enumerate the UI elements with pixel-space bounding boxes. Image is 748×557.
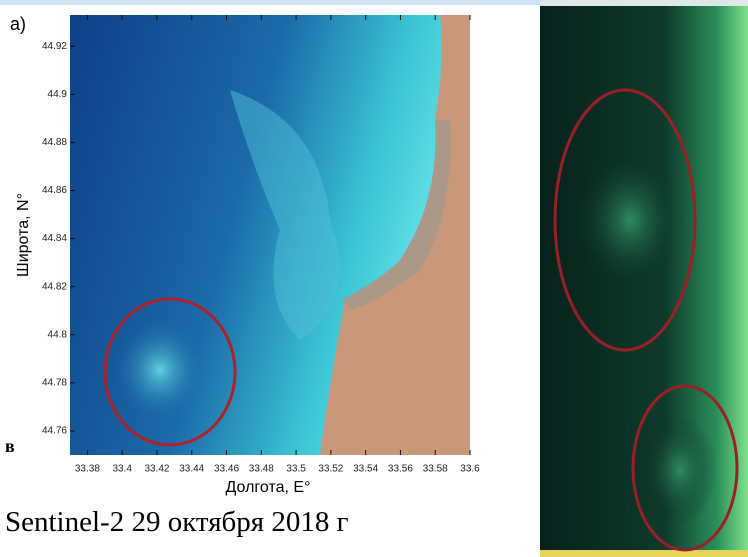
y-tick-label: 44.76 — [42, 426, 67, 437]
x-tick-label: 33.4 — [112, 464, 132, 475]
x-tick-label: 33.56 — [388, 464, 413, 475]
y-tick-label: 44.86 — [42, 185, 67, 196]
y-tick-label: 44.92 — [42, 41, 67, 52]
y-tick-label: 44.8 — [48, 329, 68, 340]
side-label: в — [5, 436, 15, 456]
x-tick-label: 33.44 — [179, 464, 204, 475]
top-bar — [0, 0, 540, 5]
caption: Sentinel-2 29 октября 2018 г — [5, 506, 349, 538]
y-tick-label: 44.88 — [42, 137, 67, 148]
x-tick-label: 33.46 — [214, 464, 239, 475]
satellite-image — [70, 15, 470, 455]
figure: a) в Долгота, E° Широта, N° Sentinel-2 2… — [0, 0, 748, 557]
x-tick-label: 33.58 — [423, 464, 448, 475]
x-tick-label: 33.5 — [286, 464, 306, 475]
x-tick-label: 33.54 — [353, 464, 378, 475]
y-axis-label: Широта, N° — [15, 193, 32, 277]
y-tick-label: 44.82 — [42, 281, 67, 292]
y-tick-label: 44.84 — [42, 233, 67, 244]
y-tick-label: 44.9 — [48, 89, 68, 100]
x-tick-label: 33.48 — [249, 464, 274, 475]
right-image — [540, 0, 748, 557]
x-tick-label: 33.38 — [75, 464, 100, 475]
x-tick-label: 33.52 — [318, 464, 343, 475]
y-tick-label: 44.78 — [42, 378, 67, 389]
panel-label: a) — [10, 14, 26, 34]
x-axis-label: Долгота, E° — [226, 479, 311, 496]
x-tick-label: 33.6 — [460, 464, 480, 475]
x-tick-label: 33.42 — [144, 464, 169, 475]
